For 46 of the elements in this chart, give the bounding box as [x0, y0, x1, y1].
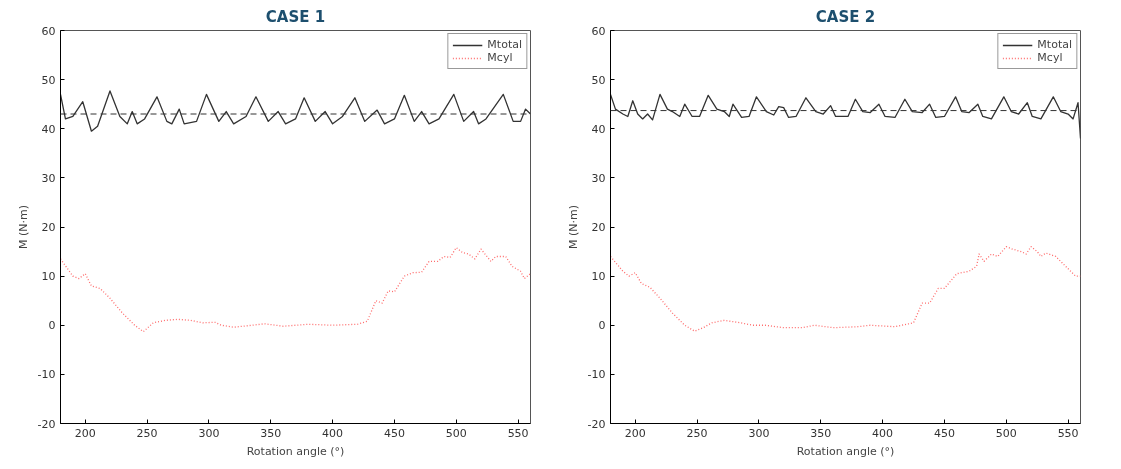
- y-tick-label: -20: [37, 417, 56, 431]
- y-tick-label: -10: [37, 368, 56, 382]
- x-tick-label: 450: [933, 426, 955, 440]
- y-tick-label: 40: [41, 122, 56, 136]
- y-tick-label: 10: [41, 270, 56, 284]
- y-tick-label: -10: [587, 368, 606, 382]
- x-tick-label: 200: [624, 426, 646, 440]
- x-tick-label: 550: [507, 426, 529, 440]
- y-tick-label: 10: [591, 270, 606, 284]
- x-tick-label: 500: [995, 426, 1017, 440]
- y-tick-label: 30: [41, 171, 56, 185]
- y-tick-label: 0: [48, 319, 56, 333]
- x-tick-label: 300: [198, 426, 220, 440]
- x-tick-label: 200: [74, 426, 96, 440]
- y-tick-label: 50: [41, 73, 56, 87]
- y-tick-label: 0: [598, 319, 606, 333]
- legend-label: Mcyl: [1037, 51, 1063, 64]
- x-tick-label: 450: [383, 426, 405, 440]
- x-tick-label: 400: [322, 426, 344, 440]
- x-tick-label: 250: [136, 426, 158, 440]
- y-tick-label: 40: [591, 122, 606, 136]
- x-tick-label: 550: [1057, 426, 1079, 440]
- x-axis-title: Rotation angle (°): [796, 444, 895, 458]
- line-series: [60, 246, 531, 333]
- y-axis-title: M (N·m): [16, 204, 30, 250]
- y-tick-label: 20: [41, 221, 56, 234]
- y-tick-label: 30: [591, 171, 606, 185]
- y-tick-label: 20: [591, 221, 606, 234]
- y-axis-title: M (N·m): [566, 204, 580, 250]
- x-tick-label: 500: [445, 426, 467, 440]
- legend-label: Mtotal: [1037, 38, 1072, 51]
- chart-title: CASE 1: [265, 7, 326, 26]
- x-axis-title: Rotation angle (°): [246, 444, 345, 458]
- y-tick-label: 50: [591, 73, 606, 87]
- x-tick-label: 350: [810, 426, 832, 440]
- legend-label: Mtotal: [487, 38, 522, 51]
- y-tick-label: 60: [41, 24, 56, 38]
- x-tick-label: 400: [872, 426, 894, 440]
- x-tick-label: 350: [260, 426, 282, 440]
- chart-title: CASE 2: [815, 7, 876, 26]
- y-tick-label: -20: [587, 417, 606, 431]
- x-tick-label: 300: [748, 426, 770, 440]
- legend-label: Mcyl: [487, 51, 513, 64]
- y-tick-label: 60: [591, 24, 606, 38]
- x-tick-label: 250: [686, 426, 708, 440]
- line-series: [610, 246, 1081, 332]
